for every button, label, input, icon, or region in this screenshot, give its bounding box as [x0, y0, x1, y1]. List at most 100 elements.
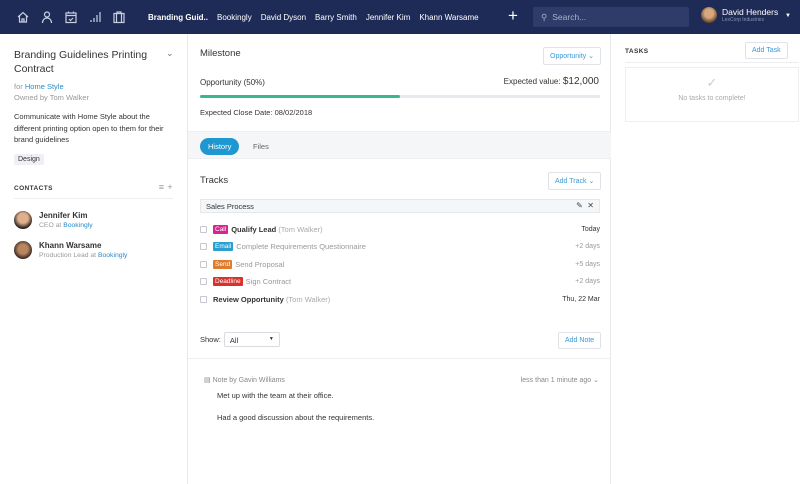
badge: Call	[213, 224, 229, 234]
for-label: for	[14, 82, 23, 91]
chevron-down-icon[interactable]: ⌄	[593, 377, 599, 384]
contact-item[interactable]: Khann Warsame Production Lead at Booking…	[14, 240, 173, 259]
calendar-icon[interactable]	[64, 10, 78, 24]
track-row[interactable]: Call Qualify Lead (Tom Walker) Today	[200, 223, 600, 235]
nav-tab-bookingly[interactable]: Bookingly	[217, 12, 252, 22]
note-line: Had a good discussion about the requirem…	[217, 413, 375, 422]
checkbox[interactable]	[200, 243, 207, 250]
tabs: History Files	[188, 131, 611, 159]
sales-process-bar: Sales Process ✎ ✕	[200, 199, 600, 213]
user-company: LexCorp Industries	[722, 17, 764, 23]
expected-value: $12,000	[562, 76, 599, 87]
track-due: Thu, 22 Mar	[562, 295, 600, 303]
badge: Email	[213, 242, 234, 251]
track-title: Send Proposal	[235, 259, 285, 269]
contact-role: CEO at	[39, 221, 62, 229]
nav-tab-jennifer-kim[interactable]: Jennifer Kim	[365, 12, 411, 22]
user-name: David Henders	[722, 7, 779, 17]
contacts-heading: CONTACTS	[14, 184, 53, 192]
search-icon: ⚲	[541, 11, 548, 22]
note-item: ▤ Note by Gavin Williams less than 1 min…	[204, 376, 599, 422]
person-icon[interactable]	[40, 10, 54, 24]
track-due: +5 days	[575, 260, 600, 268]
check-icon: ✓	[706, 75, 718, 90]
stage-label: Opportunity (50%)	[200, 78, 265, 87]
deal-description: Communicate with Home Style about the di…	[14, 112, 164, 144]
avatar	[14, 240, 32, 259]
progress-bar	[200, 95, 600, 98]
nav-tab-david-dyson[interactable]: David Dyson	[260, 12, 307, 22]
track-owner: (Tom Walker)	[285, 294, 331, 304]
nav-tab-barry-smith[interactable]: Barry Smith	[315, 12, 357, 22]
track-title: Qualify Lead	[231, 224, 277, 234]
close-icon[interactable]: ✕	[587, 201, 594, 210]
add-task-button[interactable]: Add Task	[745, 42, 788, 59]
avatar	[701, 7, 717, 23]
contact-item[interactable]: Jennifer Kim CEO at Bookingly	[14, 210, 173, 229]
note-author: Note by Gavin Williams	[212, 377, 285, 384]
process-name: Sales Process	[206, 202, 254, 211]
chevron-down-icon: ⌄	[588, 178, 595, 185]
track-due: +2 days	[575, 278, 600, 285]
deal-sidebar: Branding Guidelines Printing Contract ⌄ …	[0, 34, 188, 484]
search-placeholder: Search...	[552, 12, 587, 22]
track-row[interactable]: Send Send Proposal +5 days	[200, 258, 600, 270]
show-filter: Show: All ▼	[200, 332, 280, 347]
add-note-button[interactable]: Add Note	[558, 332, 602, 349]
tag-badge[interactable]: Design	[14, 153, 44, 165]
milestone-dropdown[interactable]: Opportunity ⌄	[543, 47, 602, 65]
track-title: Sign Contract	[245, 277, 292, 286]
tasks-heading: TASKS	[625, 48, 649, 55]
track-due: +2 days	[575, 243, 600, 250]
contact-company-link[interactable]: Bookingly	[97, 251, 128, 259]
caret-down-icon[interactable]: ▼	[785, 13, 791, 19]
track-row[interactable]: Review Opportunity (Tom Walker) Thu, 22 M…	[200, 293, 600, 305]
track-row[interactable]: Deadline Sign Contract +2 days	[200, 276, 600, 288]
checkbox[interactable]	[200, 225, 207, 233]
company-link[interactable]: Home Style	[24, 82, 64, 91]
progress-fill	[200, 95, 400, 98]
tracks-heading: Tracks	[200, 175, 229, 186]
tab-files[interactable]: Files	[253, 142, 269, 151]
chevron-down-icon[interactable]: ⌄	[166, 48, 174, 58]
expected-label: Expected value:	[503, 77, 561, 86]
top-nav: Branding Guid.. Bookingly David Dyson Ba…	[0, 0, 800, 34]
briefcase-icon[interactable]	[112, 10, 126, 24]
close-date: Expected Close Date: 08/02/2018	[200, 108, 313, 117]
checkbox[interactable]	[200, 295, 207, 303]
edit-icon[interactable]: ✎	[576, 201, 583, 210]
track-title: Review Opportunity	[213, 294, 284, 304]
badge: Send	[213, 259, 233, 269]
home-icon[interactable]	[16, 10, 30, 24]
owner: Owned by Tom Walker	[14, 93, 90, 102]
tasks-panel: TASKS Add Task ✓ No tasks to complete!	[611, 34, 800, 484]
user-menu[interactable]: David Henders LexCorp Industries	[701, 7, 778, 23]
add-contact-icon[interactable]: +	[167, 181, 173, 192]
empty-message: No tasks to complete!	[678, 95, 746, 102]
note-time: less than 1 minute ago	[520, 377, 592, 384]
list-icon[interactable]: ≡	[158, 181, 165, 192]
checkbox[interactable]	[200, 278, 207, 285]
contacts-header: CONTACTS ≡ +	[14, 181, 173, 199]
search-input[interactable]: ⚲ Search...	[533, 7, 689, 27]
caret-down-icon: ▼	[268, 336, 274, 342]
add-icon[interactable]: +	[508, 6, 518, 25]
show-label: Show:	[200, 335, 221, 344]
note-line: Met up with the team at their office.	[217, 391, 334, 400]
add-track-button[interactable]: Add Track ⌄	[548, 172, 602, 190]
nav-tab-khann-warsame[interactable]: Khann Warsame	[419, 12, 479, 22]
contact-company-link[interactable]: Bookingly	[63, 221, 93, 229]
track-row[interactable]: Email Complete Requirements Questionnaire…	[200, 241, 600, 253]
chart-bars-icon[interactable]	[88, 10, 102, 24]
checkbox[interactable]	[200, 260, 207, 268]
show-value: All	[229, 336, 239, 345]
nav-tab-deal[interactable]: Branding Guid..	[148, 12, 208, 22]
tasks-empty-state: ✓ No tasks to complete!	[625, 67, 799, 122]
tab-history[interactable]: History	[200, 138, 240, 155]
milestone-heading: Milestone	[200, 48, 241, 59]
show-select[interactable]: All ▼	[223, 332, 280, 347]
add-track-label: Add Track	[555, 178, 587, 185]
contact-name: Jennifer Kim	[39, 210, 88, 220]
track-due: Today	[581, 225, 600, 233]
divider	[188, 358, 611, 359]
